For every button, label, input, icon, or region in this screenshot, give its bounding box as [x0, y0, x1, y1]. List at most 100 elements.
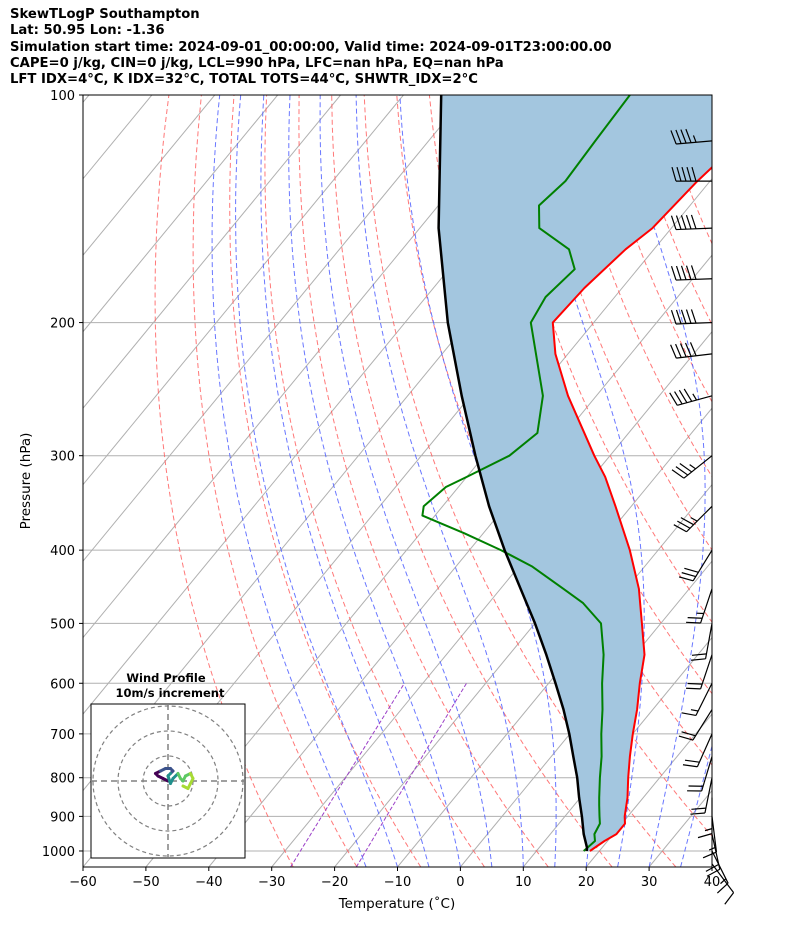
- barb-flag: [678, 576, 694, 582]
- barb-flag: [676, 166, 682, 182]
- x-tick-label: −60: [69, 875, 96, 890]
- moist-adiabat-line: [711, 865, 712, 867]
- barb-staff: [686, 505, 713, 533]
- barb-flag: [675, 309, 682, 324]
- wind-barb: [670, 309, 713, 325]
- wind-profile-inset: Wind Profile 10m/s increment: [90, 671, 246, 859]
- isotherm-line: [145, 177, 712, 867]
- x-axis-label: Temperature (˚C): [338, 895, 456, 912]
- y-tick-label: 700: [50, 728, 75, 743]
- barb-staff: [676, 321, 713, 325]
- dry-adiabat-line: [788, 95, 794, 867]
- barb-flag: [678, 735, 694, 741]
- moist-adiabat-line: [355, 95, 524, 867]
- y-tick-label: 500: [50, 617, 75, 632]
- dry-adiabat-line: [192, 95, 358, 867]
- barb-flag: [679, 343, 687, 358]
- wind-barb: [681, 682, 713, 717]
- y-tick-label: 800: [50, 772, 75, 787]
- wind-barb: [670, 214, 713, 231]
- barb-flag: [681, 166, 687, 182]
- barb-staff: [711, 850, 729, 884]
- wind-barb: [686, 588, 713, 624]
- barb-flag: [685, 265, 692, 280]
- cape-shading: [438, 95, 712, 851]
- wind-barb: [669, 388, 713, 406]
- wind-barb: [671, 455, 713, 479]
- barb-flag: [687, 616, 703, 619]
- wind-barb: [671, 166, 712, 182]
- barb-staff: [692, 549, 713, 582]
- barb-staff: [704, 777, 713, 814]
- moist-adiabat-line: [319, 95, 493, 867]
- y-tick-label: 900: [50, 810, 75, 825]
- stability-indices: LFT IDX=4°C, K IDX=32°C, TOTAL TOTS=44°C…: [10, 72, 478, 88]
- barb-flag: [671, 166, 677, 182]
- moist-adiabat-line: [680, 743, 712, 867]
- barb-flag: [685, 309, 692, 324]
- wind-barb: [687, 756, 713, 792]
- barb-flag: [675, 343, 682, 358]
- barb-flag: [680, 517, 694, 526]
- barb-staff: [701, 756, 713, 792]
- moist-adiabat-line: [524, 95, 645, 867]
- barb-flag: [682, 764, 698, 768]
- axis-ticks: −60 −50 −40 −30 −20 −10 0 10 20 30 40 1000 900 800 700…: [42, 89, 720, 890]
- isotherm-line: [648, 789, 712, 867]
- barb-staff: [683, 455, 713, 479]
- barb-flag: [681, 731, 696, 737]
- mixing-ratio-line: [355, 683, 467, 867]
- barb-flag: [687, 682, 703, 685]
- wind-barb: [670, 128, 713, 145]
- wind-barbs: [669, 128, 735, 905]
- barb-flag: [670, 266, 677, 281]
- barb-staff: [700, 654, 713, 690]
- dry-adiabat-line: [298, 95, 549, 867]
- x-tick-label: −10: [384, 875, 411, 890]
- barb-staff: [676, 140, 713, 145]
- dry-adiabat-line: [494, 95, 712, 623]
- isotherm-line: [585, 713, 712, 867]
- isotherm-line: [83, 95, 404, 486]
- barb-half-flag: [690, 517, 698, 522]
- barb-flag: [690, 265, 697, 280]
- wind-barb: [686, 654, 713, 690]
- y-tick-label: 300: [50, 450, 75, 465]
- moist-adiabat-line: [211, 95, 367, 867]
- barb-flag: [681, 712, 697, 717]
- barb-flag: [670, 130, 677, 145]
- barb-flag: [671, 469, 685, 479]
- barb-staff: [700, 588, 713, 624]
- wind-barb: [697, 797, 713, 839]
- barb-flag: [691, 166, 697, 182]
- isotherm-line: [83, 95, 530, 639]
- barb-half-flag: [689, 464, 696, 470]
- wind-barb: [691, 623, 713, 661]
- barb-flag: [686, 166, 692, 182]
- mixing-ratio-line: [290, 683, 405, 867]
- isotherm-line: [83, 95, 90, 104]
- wind-barb: [711, 850, 729, 894]
- x-tick-label: 10: [515, 875, 532, 890]
- x-tick-label: −20: [321, 875, 348, 890]
- wind-barb: [690, 777, 713, 815]
- dry-adiabat-line: [229, 95, 422, 867]
- barb-staff: [704, 623, 713, 659]
- cape-area: [438, 95, 712, 851]
- wind-barb: [670, 342, 713, 359]
- barb-half-flag: [704, 828, 713, 832]
- barb-flag: [669, 392, 678, 406]
- x-tick-label: 40: [704, 875, 721, 890]
- y-tick-label: 600: [50, 677, 75, 692]
- barb-half-flag: [690, 709, 699, 712]
- x-tick-label: 20: [578, 875, 595, 890]
- isotherm-line: [397, 483, 712, 867]
- y-tick-label: 1000: [42, 845, 75, 860]
- barb-flag: [690, 214, 697, 229]
- wind-barb: [711, 863, 735, 905]
- station-coordinates: Lat: 50.95 Lon: -1.36: [10, 23, 165, 39]
- dry-adiabat-line: [154, 95, 294, 867]
- moist-adiabat-line: [616, 95, 706, 867]
- barb-staff: [692, 709, 713, 741]
- dewpoint-line: [421, 95, 631, 852]
